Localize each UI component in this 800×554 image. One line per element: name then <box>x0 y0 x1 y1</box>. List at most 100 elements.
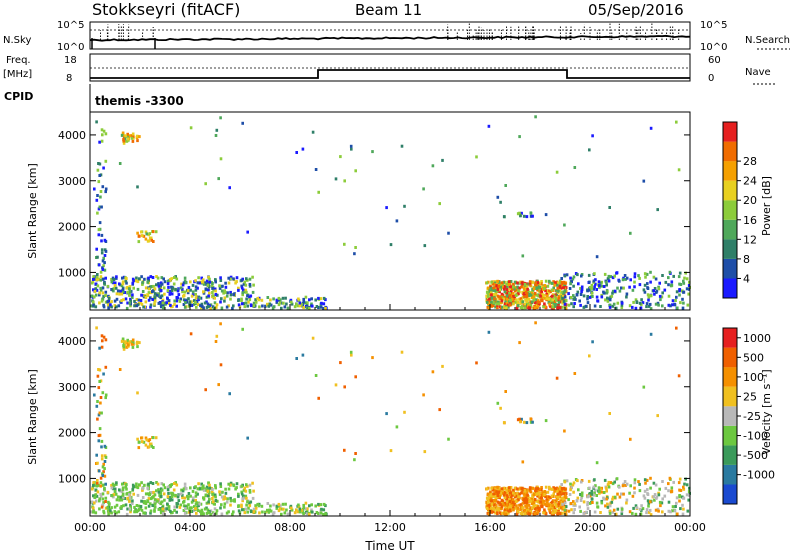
echo-cell <box>320 507 323 511</box>
echo-cell <box>205 295 209 299</box>
echo-cell <box>101 286 105 290</box>
echo-cell <box>499 297 503 301</box>
echo-cell <box>493 289 497 292</box>
echo-cell <box>557 502 561 506</box>
echo-cell <box>531 287 534 291</box>
echo-cell <box>304 501 308 505</box>
echo-cell <box>147 287 151 291</box>
echo-cell <box>654 277 658 281</box>
echo-cell <box>132 134 135 138</box>
echo-cell <box>573 508 576 511</box>
echo-cell <box>103 467 106 471</box>
echo-cell <box>664 280 668 284</box>
echo-cell <box>247 300 250 304</box>
echo-cell <box>611 276 615 280</box>
echo-cell <box>505 507 509 511</box>
echo-cell <box>149 511 152 515</box>
echo-cell <box>681 306 685 310</box>
echo-cell <box>512 302 515 306</box>
echo-cell <box>99 195 102 199</box>
echo-cell <box>547 503 551 507</box>
echo-cell <box>652 481 656 485</box>
echo-cell <box>520 281 524 285</box>
echo-cell <box>161 298 165 302</box>
echo-cell <box>555 498 559 502</box>
echo-cell <box>167 302 171 306</box>
echo-cell <box>194 288 198 292</box>
echo-cell <box>199 510 202 514</box>
echo-cell <box>219 506 222 510</box>
echo-cell <box>576 479 579 483</box>
echo-cell <box>120 498 123 502</box>
echo-cell <box>242 282 246 286</box>
echo-cell <box>616 507 620 511</box>
velocity-colorbar-label: Velocity [m s⁻¹] <box>760 369 773 454</box>
echo-cell <box>508 486 511 490</box>
echo-cell <box>189 332 193 336</box>
echo-cell <box>526 493 529 497</box>
echo-cell <box>529 420 533 424</box>
echo-cell <box>147 276 150 280</box>
echo-cell <box>520 285 523 289</box>
echo-cell <box>524 512 527 516</box>
echo-cell <box>119 290 123 293</box>
echo-cell <box>523 295 526 299</box>
echo-cell <box>546 284 550 288</box>
echo-cell <box>611 304 615 308</box>
echo-cell <box>544 279 548 283</box>
echo-cell <box>672 274 675 278</box>
echo-cell <box>595 288 598 291</box>
echo-cell <box>125 286 128 290</box>
echo-cell <box>579 287 582 290</box>
echo-cell <box>500 299 504 303</box>
echo-cell <box>141 290 145 293</box>
echo-cell <box>489 497 493 501</box>
echo-cell <box>140 481 143 485</box>
echo-cell <box>503 284 507 288</box>
echo-cell <box>587 479 591 483</box>
echo-cell <box>289 504 293 508</box>
echo-cell <box>205 506 208 510</box>
echo-cell <box>423 244 427 248</box>
echo-cell <box>153 287 157 291</box>
colorbar-segment <box>723 161 737 181</box>
echo-cell <box>209 513 212 516</box>
echo-cell <box>100 505 104 509</box>
echo-cell <box>688 280 691 284</box>
echo-cell <box>266 302 269 306</box>
echo-cell <box>144 286 148 290</box>
power-scatter <box>90 115 691 311</box>
echo-cell <box>613 480 616 484</box>
echo-cell <box>530 291 534 295</box>
echo-cell <box>186 289 190 293</box>
echo-cell <box>521 254 525 258</box>
echo-cell <box>562 492 565 496</box>
echo-cell <box>220 495 224 499</box>
echo-cell <box>490 293 493 297</box>
echo-cell <box>563 282 567 286</box>
echo-cell <box>305 306 309 310</box>
echo-cell <box>104 506 108 510</box>
echo-cell <box>322 302 326 306</box>
echo-cell <box>389 243 393 247</box>
echo-cell <box>599 511 602 514</box>
echo-cell <box>509 491 513 495</box>
colorbar-tick-label: 4 <box>743 272 750 285</box>
echo-cell <box>244 283 248 287</box>
echo-cell <box>558 288 562 292</box>
echo-cell <box>96 481 99 485</box>
echo-cell <box>667 500 671 504</box>
echo-cell <box>557 509 560 513</box>
echo-cell <box>144 506 148 510</box>
echo-cell <box>524 306 527 310</box>
echo-cell <box>593 272 596 276</box>
echo-cell <box>535 298 538 302</box>
echo-cell <box>194 498 197 502</box>
echo-cell <box>257 298 261 302</box>
echo-cell <box>563 295 567 299</box>
echo-cell <box>267 510 271 514</box>
echo-cell <box>227 482 230 486</box>
echo-cell <box>540 488 543 492</box>
echo-cell <box>497 508 501 512</box>
echo-cell <box>562 280 566 284</box>
